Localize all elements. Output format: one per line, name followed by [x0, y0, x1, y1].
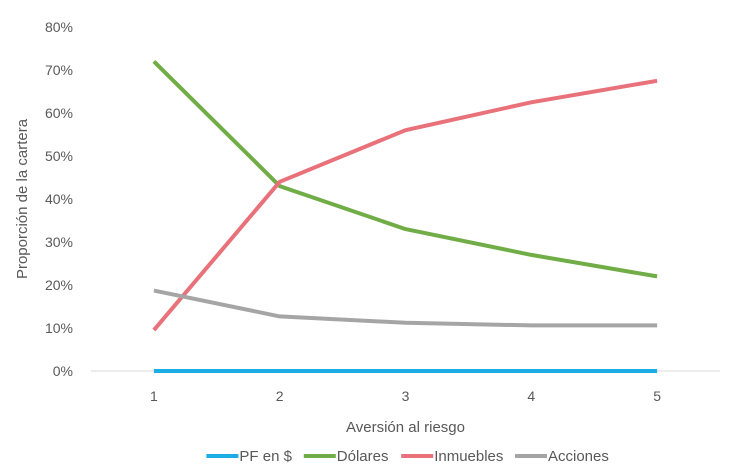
legend-label: Acciones — [548, 448, 609, 465]
y-tick-label: 30% — [45, 234, 73, 250]
legend-item: PF en $ — [206, 448, 293, 465]
legend-label: PF en $ — [239, 448, 292, 465]
legend-label: Dólares — [337, 448, 389, 465]
x-tick-label: 1 — [150, 388, 158, 404]
legend-item: Dólares — [303, 448, 389, 465]
y-tick-label: 80% — [45, 19, 73, 35]
series-line-dólares — [152, 59, 658, 279]
x-tick-label: 2 — [276, 388, 284, 404]
series-line-acciones — [153, 288, 658, 328]
y-axis: 0% 10% 20% 30% 40% 50% 60% 70% 80% — [45, 19, 73, 379]
series-line-inmuebles — [152, 78, 658, 332]
y-tick-label: 40% — [45, 191, 73, 207]
x-tick-label: 4 — [527, 388, 535, 404]
x-tick-label: 5 — [653, 388, 661, 404]
x-tick-label: 3 — [402, 388, 410, 404]
y-axis-title: Proporción de la cartera — [14, 118, 31, 279]
y-tick-label: 60% — [45, 105, 73, 121]
x-axis-title: Aversión al riesgo — [346, 419, 465, 436]
y-tick-label: 0% — [53, 363, 73, 379]
legend: PF en $ Dólares Inmuebles Acciones — [206, 448, 609, 465]
y-tick-label: 10% — [45, 320, 73, 336]
series-lines — [152, 59, 658, 373]
legend-item: Acciones — [515, 448, 609, 465]
legend-label: Inmuebles — [434, 448, 503, 465]
y-tick-label: 50% — [45, 148, 73, 164]
y-tick-label: 20% — [45, 277, 73, 293]
x-axis: 1 2 3 4 5 — [91, 370, 720, 404]
legend-item: Inmuebles — [401, 448, 503, 465]
y-tick-label: 70% — [45, 62, 73, 78]
